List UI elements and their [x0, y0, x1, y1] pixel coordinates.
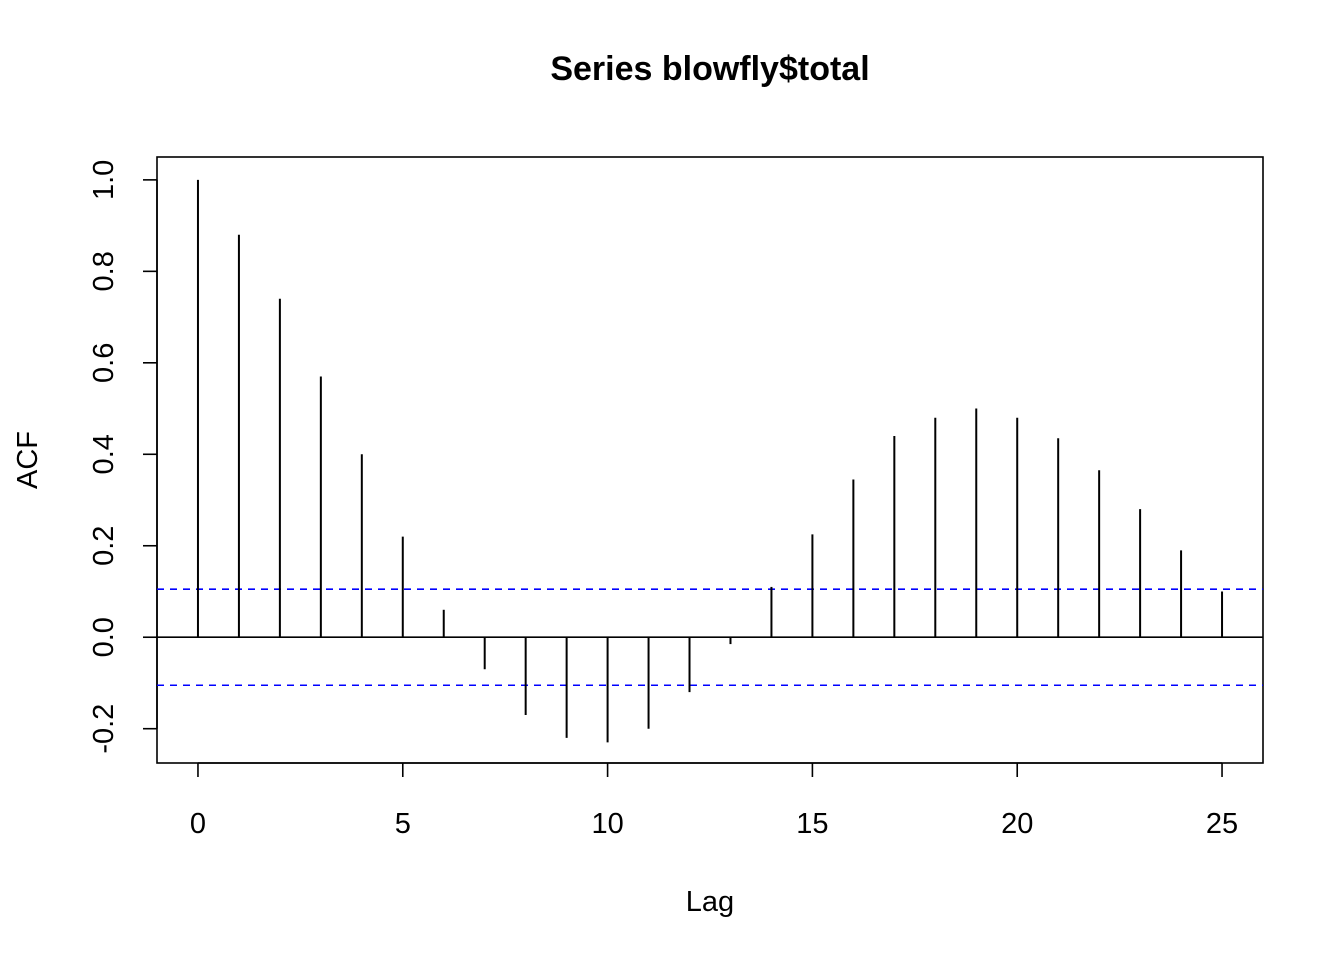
acf-bars	[196, 179, 1224, 743]
x-tick-label: 0	[190, 808, 206, 840]
x-axis-label: Lag	[686, 886, 734, 918]
x-tick-label: 20	[1001, 808, 1033, 840]
x-tick-label: 10	[591, 808, 623, 840]
x-axis: 0 5 10 15 20 25	[190, 762, 1238, 840]
x-tick-label: 25	[1206, 808, 1238, 840]
y-tick-label: 0.2	[88, 526, 120, 566]
y-tick-label: 0.0	[88, 617, 120, 657]
y-axis: -0.2 0.0 0.2 0.4 0.6 0.8 1.0	[88, 160, 158, 754]
x-tick-label: 15	[796, 808, 828, 840]
y-tick-label: 1.0	[88, 160, 120, 200]
y-tick-label: 0.6	[88, 343, 120, 383]
y-axis-label: ACF	[12, 431, 44, 489]
y-tick-label: 0.4	[88, 434, 120, 474]
confidence-bounds	[157, 588, 1263, 687]
chart-title: Series blowfly$total	[550, 50, 869, 88]
x-tick-label: 5	[395, 808, 411, 840]
plot-frame	[156, 156, 1264, 764]
y-tick-label: 0.8	[88, 251, 120, 291]
y-tick-label: -0.2	[88, 704, 120, 754]
